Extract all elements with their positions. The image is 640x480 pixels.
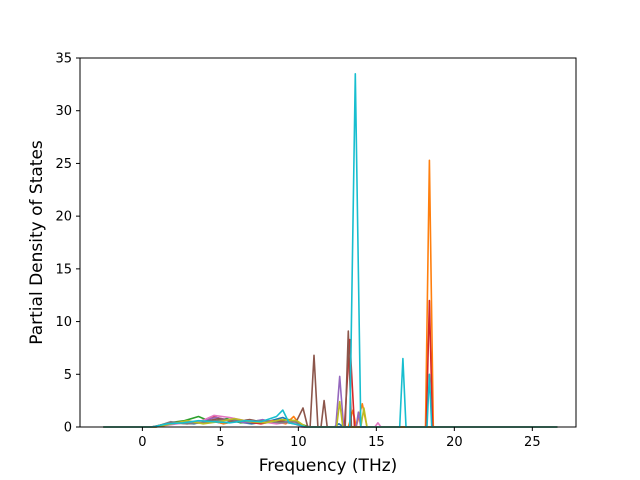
x-tick-label-2: 10: [290, 435, 307, 450]
ticks-layer: 0 5 10 15 20 25 0 5 10 15 20 25 30 35: [55, 52, 540, 451]
x-tick-label-1: 5: [216, 435, 224, 450]
y-tick-label-7: 35: [55, 52, 72, 67]
x-tick-label-4: 20: [446, 435, 463, 450]
y-tick-label-5: 25: [55, 157, 72, 172]
x-tick-label-3: 15: [368, 435, 385, 450]
plot-frame: [79, 57, 577, 428]
y-axis-label: Partial Density of States: [27, 140, 47, 345]
y-tick-label-6: 30: [55, 104, 72, 119]
y-tick-label-4: 20: [55, 210, 72, 225]
y-tick-label-0: 0: [64, 421, 72, 436]
x-tick-label-0: 0: [138, 435, 146, 450]
y-tick-label-3: 15: [55, 262, 72, 277]
x-tick-label-5: 25: [524, 435, 541, 450]
y-tick-label-1: 5: [64, 368, 72, 383]
x-axis-label: Frequency (THz): [259, 456, 398, 476]
y-tick-label-2: 10: [55, 315, 72, 330]
